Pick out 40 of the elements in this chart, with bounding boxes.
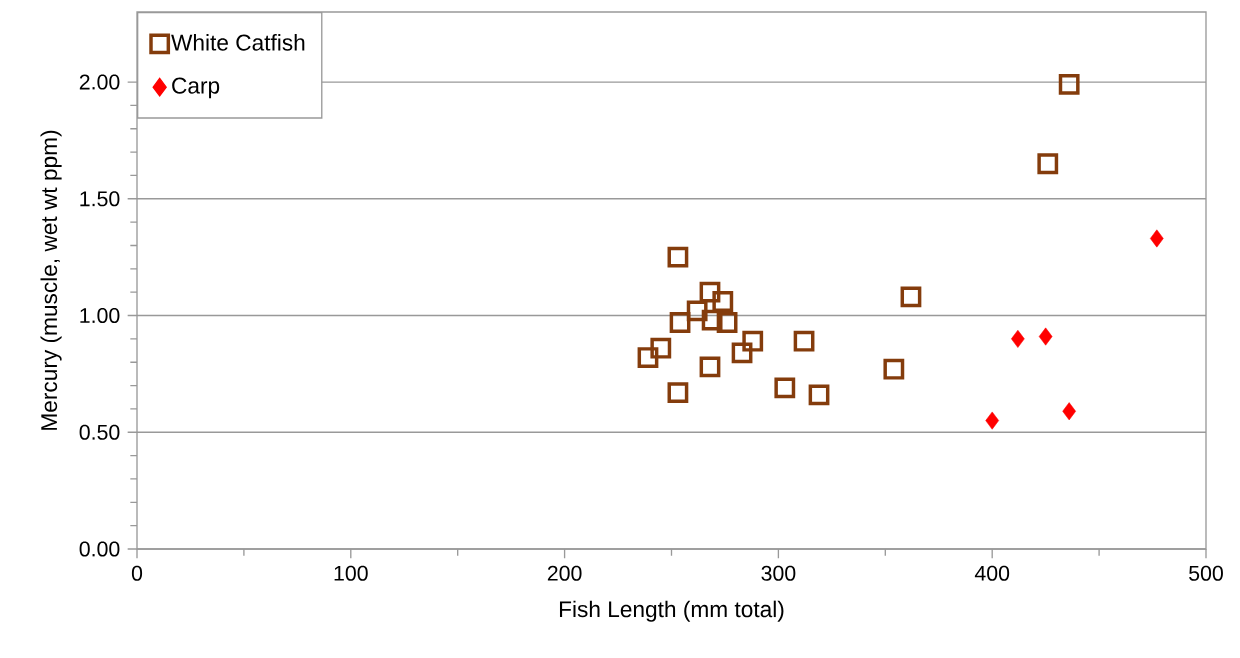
point — [793, 330, 815, 352]
point — [1058, 73, 1080, 95]
point — [731, 342, 753, 364]
point — [699, 356, 721, 378]
x-tick-label: 400 — [974, 565, 1010, 581]
x-tick-label: 200 — [547, 565, 582, 581]
point — [699, 281, 721, 303]
point — [1062, 402, 1076, 421]
point — [712, 291, 734, 312]
legend-label: White Catfish — [171, 34, 305, 51]
y-axis-title: Mercury (muscle, wet wt ppm) — [40, 130, 62, 430]
y-tick-label: 1.50 — [80, 191, 120, 207]
y-tick-label: 1.00 — [80, 307, 120, 324]
legend-label: Carp — [172, 77, 220, 99]
point — [774, 377, 796, 399]
point — [669, 312, 691, 333]
point — [650, 337, 672, 359]
x-tick-label: 500 — [1189, 565, 1223, 581]
y-tick-label: 0.50 — [79, 424, 120, 440]
point — [883, 358, 905, 380]
y-tick-label: 0.00 — [79, 541, 120, 557]
x-tick-label: 300 — [761, 565, 796, 581]
point — [637, 347, 659, 368]
point — [686, 300, 708, 322]
point — [701, 309, 723, 331]
x-tick-label: 0 — [131, 565, 143, 581]
point — [900, 286, 922, 308]
y-tick-label: 2.00 — [79, 74, 120, 90]
point — [1038, 327, 1053, 346]
point — [808, 384, 830, 406]
x-axis-title: Fish Length (mm total) — [559, 600, 784, 622]
point — [742, 330, 764, 352]
point — [985, 411, 999, 430]
point — [1011, 329, 1025, 348]
point — [1037, 153, 1059, 175]
point — [667, 382, 689, 403]
point — [667, 246, 689, 268]
point — [716, 312, 738, 333]
point — [1150, 229, 1164, 248]
x-tick-label: 100 — [334, 565, 368, 581]
